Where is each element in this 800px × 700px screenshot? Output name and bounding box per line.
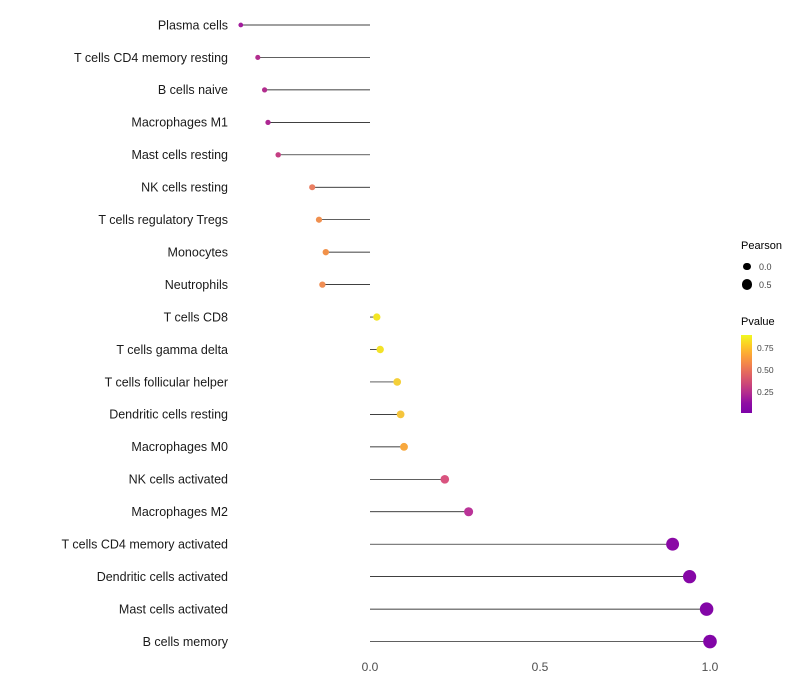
lollipop-row: NK cells resting	[141, 181, 370, 195]
category-label: T cells regulatory Tregs	[98, 213, 228, 227]
size-legend-dot-box	[741, 279, 753, 291]
data-point[interactable]	[255, 54, 261, 60]
lollipop-row: B cells memory	[143, 634, 717, 649]
data-point[interactable]	[703, 634, 717, 649]
data-point[interactable]	[666, 537, 680, 551]
data-point[interactable]	[393, 378, 402, 386]
category-label: NK cells activated	[129, 473, 228, 487]
category-label: Dendritic cells resting	[109, 408, 228, 422]
data-point[interactable]	[261, 87, 268, 93]
size-legend-title: Pearson	[741, 240, 782, 252]
category-label: NK cells resting	[141, 181, 228, 195]
category-label: T cells CD8	[164, 310, 228, 324]
colorbar-tick-label: 0.50	[757, 365, 774, 375]
color-legend: Pvalue 0.75 0.50 0.25	[741, 316, 800, 415]
legend: Pearson 0.0 0.5 Pvalue 0.75 0.50 0.25	[741, 240, 800, 415]
data-point[interactable]	[699, 602, 714, 616]
data-point[interactable]	[309, 184, 316, 191]
colorbar-tick-labels: 0.75 0.50 0.25	[757, 335, 787, 413]
size-legend-item: 0.5	[741, 277, 800, 292]
data-point[interactable]	[396, 410, 405, 419]
category-label: Plasma cells	[158, 18, 228, 32]
category-label: T cells CD4 memory activated	[62, 538, 229, 552]
lollipop-row: B cells naive	[158, 83, 370, 97]
data-point[interactable]	[682, 570, 697, 584]
lollipop-row: Neutrophils	[165, 278, 370, 292]
lollipop-row: T cells CD4 memory resting	[74, 51, 370, 65]
lollipop-row: Macrophages M2	[131, 505, 474, 519]
data-point[interactable]	[400, 442, 408, 451]
size-legend-items: 0.0 0.5	[741, 259, 800, 292]
category-label: Macrophages M0	[131, 440, 228, 454]
colorbar-tick-label: 0.25	[757, 387, 774, 397]
size-legend-label: 0.5	[759, 279, 772, 290]
data-point[interactable]	[319, 281, 326, 288]
category-label: T cells gamma delta	[116, 343, 228, 357]
category-label: B cells memory	[143, 635, 229, 649]
pvalue-colorbar	[741, 335, 752, 413]
lollipop-row: Mast cells resting	[131, 148, 370, 162]
color-legend-title: Pvalue	[741, 316, 775, 328]
data-point[interactable]	[464, 507, 474, 517]
lollipop-row: Dendritic cells activated	[97, 570, 697, 584]
x-axis-tick-label: 0.5	[532, 660, 549, 674]
data-point[interactable]	[265, 119, 271, 125]
data-point[interactable]	[315, 216, 323, 223]
category-label: Mast cells activated	[119, 602, 228, 616]
category-label: T cells CD4 memory resting	[74, 51, 228, 65]
data-point[interactable]	[322, 248, 329, 256]
lollipop-row: Macrophages M1	[131, 116, 370, 130]
lollipop-row: T cells CD8	[164, 310, 381, 324]
lollipop-row: Macrophages M0	[131, 440, 408, 454]
lollipop-row: Mast cells activated	[119, 602, 714, 616]
category-label: Dendritic cells activated	[97, 570, 228, 584]
data-point[interactable]	[440, 474, 450, 484]
category-label: Neutrophils	[165, 278, 228, 292]
data-point[interactable]	[373, 313, 381, 321]
x-axis-tick-label: 1.0	[702, 660, 719, 674]
size-legend-dot-box	[741, 261, 753, 273]
size-legend-item: 0.0	[741, 259, 800, 274]
lollipop-row: Plasma cells	[158, 18, 370, 32]
category-label: B cells naive	[158, 83, 228, 97]
lollipop-row: Monocytes	[168, 245, 370, 259]
category-label: Macrophages M2	[131, 505, 228, 519]
data-point[interactable]	[376, 345, 384, 354]
size-legend-dot	[743, 262, 751, 271]
size-legend-label: 0.0	[759, 261, 772, 272]
size-legend-dot	[741, 279, 753, 290]
lollipop-row: Dendritic cells resting	[109, 408, 405, 422]
colorbar-tick-label: 0.75	[757, 343, 774, 353]
category-label: Macrophages M1	[131, 116, 228, 130]
data-point[interactable]	[275, 152, 281, 158]
category-label: T cells follicular helper	[105, 375, 228, 389]
size-legend: Pearson 0.0 0.5	[741, 240, 800, 292]
data-point[interactable]	[238, 22, 244, 28]
lollipop-row: T cells CD4 memory activated	[62, 538, 680, 552]
category-label: Monocytes	[168, 245, 228, 259]
colorbar-wrap: 0.75 0.50 0.25	[741, 335, 800, 415]
lollipop-row: NK cells activated	[129, 473, 450, 487]
lollipop-row: T cells gamma delta	[116, 343, 384, 357]
category-label: Mast cells resting	[131, 148, 228, 162]
lollipop-row: T cells regulatory Tregs	[98, 213, 370, 227]
lollipop-row: T cells follicular helper	[105, 375, 402, 389]
x-axis-tick-label: 0.0	[362, 660, 379, 674]
